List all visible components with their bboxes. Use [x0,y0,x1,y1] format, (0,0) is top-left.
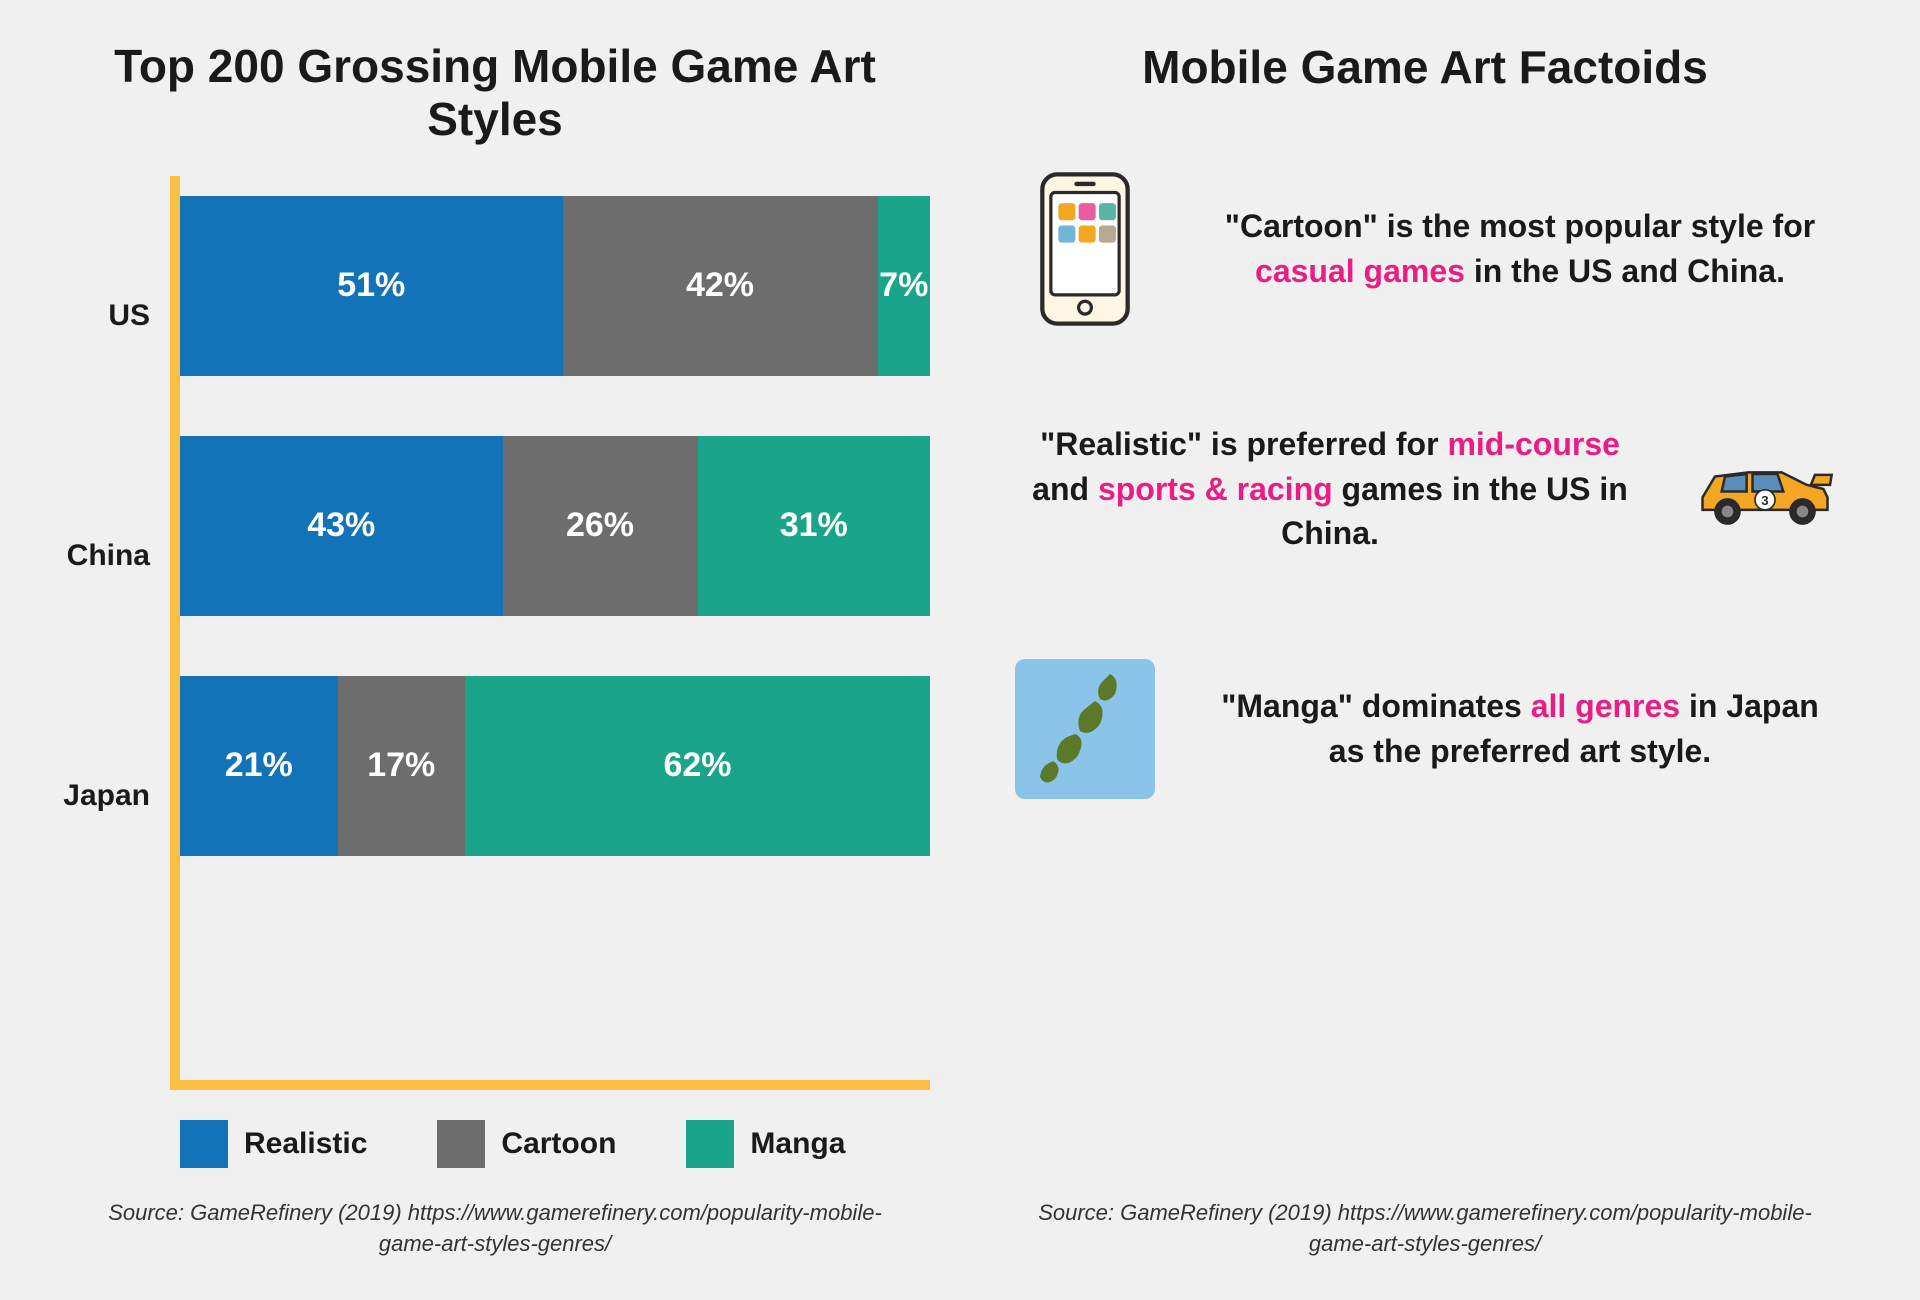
factoid-2-hl2: sports & racing [1098,471,1333,507]
legend-item-realistic: Realistic [180,1120,367,1168]
factoid-3-hl1: all genres [1531,688,1680,724]
factoid-1-hl1: casual games [1255,253,1465,289]
seg-us-realistic: 51% [180,196,563,376]
seg-japan-cartoon: 17% [338,676,466,856]
bar-row-japan: 21% 17% 62% [180,676,930,856]
legend-label-cartoon: Cartoon [501,1127,616,1161]
factoid-3-pre: "Manga" dominates [1221,688,1531,724]
factoid-manga: "Manga" dominates all genres in Japan as… [1010,654,1840,804]
race-car-icon: 3 [1690,414,1840,564]
factoid-text-1: "Cartoon" is the most popular style for … [1200,204,1840,294]
swatch-realistic [180,1120,228,1168]
seg-us-cartoon: 42% [563,196,878,376]
factoid-1-mid: in the US and China. [1465,253,1785,289]
seg-japan-manga: 62% [465,676,930,856]
factoid-2-post: games in the US in China. [1281,471,1628,552]
row-label-china: China [60,436,170,676]
svg-text:3: 3 [1761,493,1768,508]
swatch-cartoon [437,1120,485,1168]
legend-item-cartoon: Cartoon [437,1120,616,1168]
legend-item-manga: Manga [686,1120,845,1168]
factoid-2-hl1: mid-course [1447,426,1619,462]
factoids-title: Mobile Game Art Factoids [990,40,1860,94]
legend-label-manga: Manga [750,1127,845,1161]
chart-source: Source: GameRefinery (2019) https://www.… [60,1198,930,1260]
factoid-text-3: "Manga" dominates all genres in Japan as… [1200,684,1840,774]
factoids-source: Source: GameRefinery (2019) https://www.… [990,1198,1860,1260]
row-label-us: US [60,196,170,436]
factoid-1-pre: "Cartoon" is the most popular style for [1225,208,1815,244]
factoids-panel: Mobile Game Art Factoids "Ca [990,40,1860,1260]
seg-us-manga: 7% [878,196,931,376]
seg-china-realistic: 43% [180,436,503,616]
factoid-cartoon: "Cartoon" is the most popular style for … [1010,174,1840,324]
seg-china-cartoon: 26% [503,436,698,616]
japan-map-icon [1010,654,1160,804]
chart-legend: Realistic Cartoon Manga [60,1090,930,1168]
legend-label-realistic: Realistic [244,1127,367,1161]
seg-japan-realistic: 21% [180,676,338,856]
chart-bars: 51% 42% 7% 43% 26% 31% 21% 17% 62% [170,176,930,1091]
factoid-realistic: 3 "Realistic" is preferred for mid-cours… [1010,414,1840,564]
factoids-list: "Cartoon" is the most popular style for … [990,144,1860,1168]
seg-china-manga: 31% [698,436,931,616]
factoid-2-mid: and [1032,471,1098,507]
chart-panel: Top 200 Grossing Mobile Game Art Styles … [60,40,930,1260]
phone-apps-icon [1010,174,1160,324]
bar-row-us: 51% 42% 7% [180,196,930,376]
factoid-2-pre: "Realistic" is preferred for [1040,426,1447,462]
row-label-japan: Japan [60,676,170,916]
chart-title: Top 200 Grossing Mobile Game Art Styles [60,40,930,146]
chart-area: US China Japan 51% 42% 7% 43% 26% 31% 21… [60,176,930,1091]
factoid-text-2: "Realistic" is preferred for mid-course … [1010,422,1650,556]
bar-row-china: 43% 26% 31% [180,436,930,616]
chart-row-labels: US China Japan [60,176,170,1091]
swatch-manga [686,1120,734,1168]
